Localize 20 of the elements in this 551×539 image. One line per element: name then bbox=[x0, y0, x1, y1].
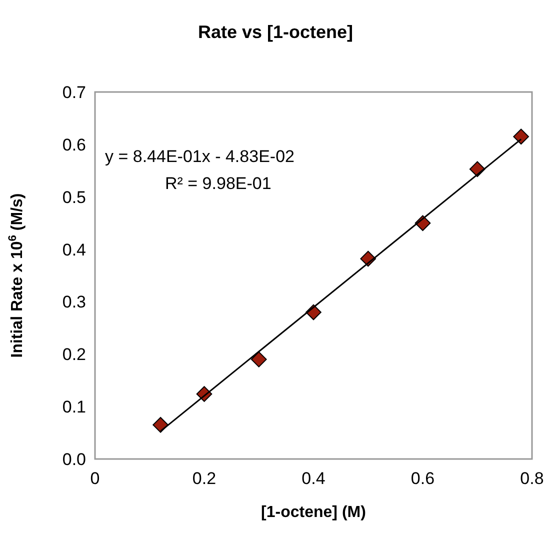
y-tick-label: 0.1 bbox=[62, 398, 86, 417]
y-tick-label: 0.6 bbox=[62, 135, 86, 154]
point bbox=[250, 351, 267, 368]
y-tick-label: 0.5 bbox=[62, 188, 86, 207]
y-tick-label: 0.2 bbox=[62, 345, 86, 364]
x-tick-label: 0.4 bbox=[302, 469, 326, 488]
x-tick-label: 0 bbox=[90, 469, 100, 488]
point bbox=[513, 128, 529, 144]
chart-title: Rate vs [1-octene] bbox=[198, 22, 354, 42]
y-tick-label: 0.3 bbox=[62, 292, 86, 312]
y-tick-label: 0.4 bbox=[62, 240, 86, 260]
annotation: y = 8.44E-01x - 4.83E-02 bbox=[105, 147, 294, 166]
x-tick-label: 0.2 bbox=[192, 469, 216, 488]
x-axis-title: [1-octene] (M) bbox=[261, 504, 366, 521]
y-tick-label: 0.7 bbox=[62, 83, 86, 102]
x-tick-label: 0.8 bbox=[520, 469, 544, 488]
annotation: R² = 9.98E-01 bbox=[165, 174, 272, 193]
point bbox=[152, 417, 168, 433]
x-tick-label: 0.6 bbox=[410, 469, 435, 488]
y-tick-label: 0.0 bbox=[62, 450, 86, 469]
